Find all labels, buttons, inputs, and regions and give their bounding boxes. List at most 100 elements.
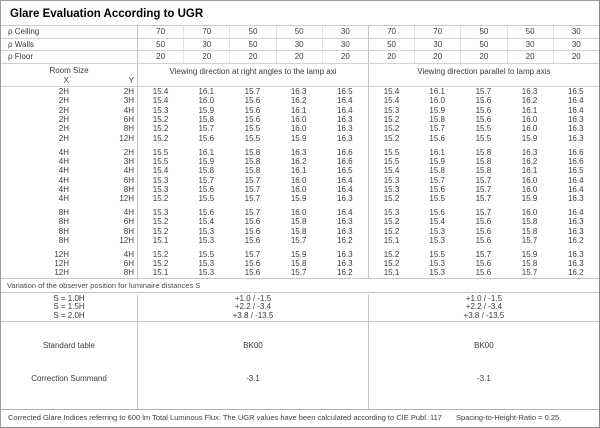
ugr-value-parallel: 15.9 <box>429 156 445 166</box>
footer-text: Corrected Glare Indices referring to 600… <box>8 412 442 422</box>
ugr-value-parallel: 15.1 <box>367 236 414 246</box>
reflectance-value: 30 <box>321 38 368 51</box>
ugr-value-parallel: 15.2 <box>367 133 414 144</box>
ugr-row: 8H 12H 15.1 15.3 15.6 15.7 16.2 15.1 15.3 15.6 15.… <box>1 236 599 246</box>
ugr-value-right-angle: 15.1 <box>137 236 183 246</box>
ugr-value-right-angle: 16.4 <box>337 96 353 106</box>
ugr-value-parallel: 16.4 <box>567 207 584 217</box>
room-size-x: 4H <box>58 184 69 194</box>
ugr-value-parallel: 16.5 <box>567 87 584 97</box>
filler-cell <box>1 388 137 409</box>
ugr-value-right-angle: 15.8 <box>198 115 215 125</box>
room-size-y: 3H <box>123 156 134 166</box>
ugr-value-parallel: 15.2 <box>367 259 414 269</box>
reflectance-value: 20 <box>367 51 414 64</box>
room-size-y: 8H <box>123 184 134 194</box>
reflectance-row-label: ρ Walls <box>8 39 35 49</box>
ugr-value-right-angle: 15.3 <box>137 105 183 116</box>
report-footer: Corrected Glare Indices referring to 600… <box>1 410 599 426</box>
ugr-value-parallel: 15.3 <box>367 105 414 116</box>
ugr-value-parallel: 15.5 <box>367 147 414 157</box>
room-size-x: 8H <box>58 207 69 217</box>
ugr-value-parallel: 16.0 <box>521 115 538 125</box>
ugr-value-parallel: 15.9 <box>521 194 538 204</box>
ugr-value-parallel: 15.6 <box>475 115 492 125</box>
ugr-value-right-angle: 16.4 <box>337 207 353 217</box>
ugr-value-parallel: 15.7 <box>429 124 445 134</box>
reflectance-value: 50 <box>506 26 553 38</box>
ugr-value-parallel: 16.3 <box>567 194 584 204</box>
room-size-x: 4H <box>58 194 69 204</box>
ugr-value-right-angle: 16.2 <box>337 268 353 278</box>
ugr-value-right-angle: 15.3 <box>198 259 215 269</box>
room-size-header: Room Size <box>49 66 89 76</box>
ugr-value-parallel: 15.2 <box>367 249 414 260</box>
ugr-value-right-angle: 15.2 <box>137 226 183 236</box>
room-size-y: 6H <box>123 217 134 227</box>
reflectance-row-label: ρ Ceiling <box>8 27 40 36</box>
ugr-value-right-angle: 16.5 <box>337 166 353 176</box>
ugr-value-right-angle: 15.6 <box>244 96 261 106</box>
ugr-value-right-angle: 16.3 <box>337 226 353 236</box>
ugr-row: 2H 4H 15.3 15.9 15.6 16.1 16.4 15.3 15.9 15.6 16.1… <box>1 105 599 116</box>
ugr-value-parallel: 16.0 <box>521 124 538 134</box>
s-variation-value-left: +2.2 / -3.4 <box>137 303 368 313</box>
room-size-x: 8H <box>58 236 69 245</box>
reflectance-row-label: ρ Floor <box>8 52 33 62</box>
ugr-value-right-angle: 15.7 <box>244 87 261 97</box>
room-size-y: 12H <box>119 236 134 245</box>
ugr-value-right-angle: 15.6 <box>244 268 261 278</box>
ugr-value-parallel: 15.8 <box>429 166 445 176</box>
room-size-y-header: Y <box>128 76 134 86</box>
ugr-value-parallel: 15.6 <box>475 236 492 245</box>
reflectance-value: 30 <box>183 38 229 51</box>
room-size-y: 12H <box>119 194 134 204</box>
ugr-value-right-angle: 15.6 <box>244 259 261 269</box>
ugr-value-right-angle: 15.8 <box>290 217 307 227</box>
room-size-x: 8H <box>58 217 69 227</box>
ugr-value-parallel: 16.3 <box>567 226 584 236</box>
room-size-x: 4H <box>58 175 69 185</box>
ugr-row: 4H 3H 15.5 15.9 15.8 16.2 16.6 15.5 15.9 15.8 16.2… <box>1 156 599 167</box>
ugr-value-parallel: 16.2 <box>521 96 538 106</box>
ugr-value-right-angle: 16.1 <box>198 87 215 97</box>
ugr-value-parallel: 15.5 <box>429 194 445 204</box>
ugr-value-right-angle: 15.2 <box>137 115 183 125</box>
ugr-value-right-angle: 16.1 <box>198 147 215 157</box>
ugr-value-parallel: 15.7 <box>475 249 492 259</box>
ugr-row: 12H 8H 15.1 15.3 15.6 15.7 16.2 15.1 15.3 15.6 15.… <box>1 268 599 278</box>
ugr-value-right-angle: 15.9 <box>198 156 215 166</box>
ugr-value-parallel: 15.9 <box>521 133 538 143</box>
room-size-y: 8H <box>123 124 134 134</box>
ugr-value-right-angle: 15.4 <box>137 87 183 97</box>
reflectance-value: 20 <box>275 51 322 64</box>
correction-summand-label: Correction Summand <box>31 374 107 384</box>
ugr-value-parallel: 15.2 <box>367 124 414 134</box>
ugr-row: 4H 12H 15.2 15.5 15.7 15.9 16.3 15.2 15.5 15.7 15.… <box>1 194 599 204</box>
ugr-value-parallel: 15.7 <box>475 87 492 97</box>
ugr-value-right-angle: 16.3 <box>337 115 353 125</box>
s-distance-label: S = 2.0H <box>53 312 85 321</box>
ugr-value-parallel: 16.6 <box>567 147 584 157</box>
ugr-value-parallel: 16.4 <box>567 96 584 106</box>
ugr-value-parallel: 15.8 <box>521 226 538 236</box>
ugr-value-parallel: 15.3 <box>367 207 414 218</box>
ugr-value-parallel: 15.3 <box>367 175 414 185</box>
ugr-value-parallel: 15.7 <box>429 175 445 185</box>
ugr-value-right-angle: 15.7 <box>244 194 261 204</box>
s-distance-label: S = 1.5H <box>53 303 85 312</box>
ugr-value-parallel: 15.2 <box>367 226 414 236</box>
ugr-value-right-angle: 15.7 <box>244 175 261 185</box>
ugr-row: 8H 8H 15.2 15.3 15.6 15.8 16.3 15.2 15.3 15.6 15.8… <box>1 226 599 236</box>
reflectance-value: 50 <box>367 38 414 51</box>
ugr-value-parallel: 15.6 <box>475 226 492 236</box>
ugr-value-parallel: 15.4 <box>367 166 414 176</box>
ugr-value-right-angle: 16.0 <box>290 124 307 134</box>
room-size-y: 4H <box>123 166 134 176</box>
ugr-row: 4H 8H 15.3 15.6 15.7 16.0 16.4 15.3 15.6 15.7 16.0… <box>1 184 599 195</box>
ugr-row: 4H 2H 15.5 16.1 15.8 16.3 16.6 15.5 16.1 15.8 16.3… <box>1 147 599 157</box>
ugr-value-right-angle: 16.6 <box>337 156 353 166</box>
room-size-x: 2H <box>58 115 69 125</box>
s-variation-value-right: +3.8 / -13.5 <box>367 312 599 321</box>
